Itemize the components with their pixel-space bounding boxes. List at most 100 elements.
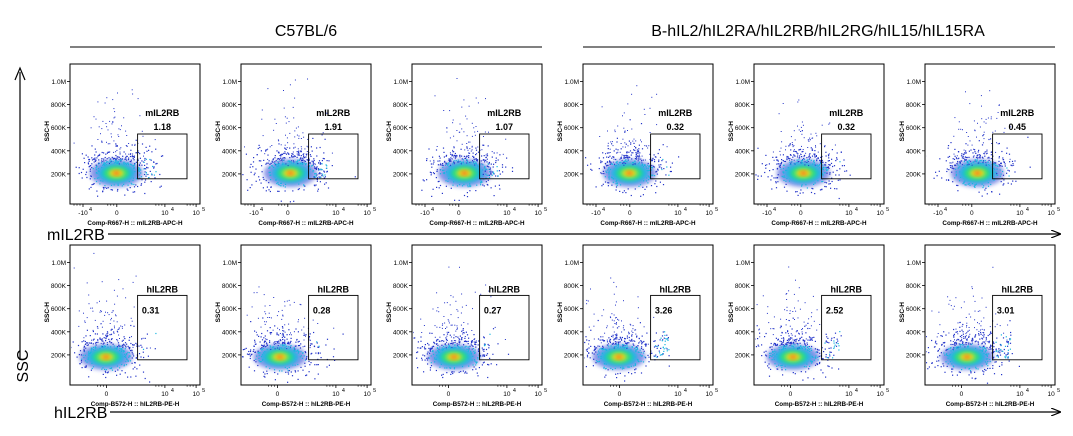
x-tick-label: 10	[332, 210, 340, 217]
x-axis-title: Comp-R667-H :: mIL2RB-APC-H	[942, 220, 1038, 227]
x-tick-label: 10	[705, 391, 713, 398]
event-cloud	[926, 90, 1031, 197]
y-tick-label: 1.0M	[907, 79, 921, 86]
x-tick-label: 10	[876, 391, 884, 398]
x-tick-label: -10	[762, 210, 772, 217]
y-tick-label: 600K	[393, 306, 409, 313]
y-tick-label: 1.0M	[394, 260, 408, 267]
y-tick-label: 1.0M	[736, 79, 750, 86]
y-tick-label: 400K	[906, 148, 922, 155]
x-tick-label: 10	[363, 210, 371, 217]
gate-percentage: 0.31	[142, 306, 160, 316]
x-tick-label: -10	[78, 210, 88, 217]
x-tick-exponent: 4	[944, 207, 947, 213]
gate-box	[650, 133, 701, 180]
x-tick-exponent: 4	[171, 388, 174, 394]
gate-box	[308, 294, 359, 361]
x-tick-exponent: 4	[773, 207, 776, 213]
y-axis-title: SSC-H	[386, 121, 393, 142]
y-tick-label: 1.0M	[565, 260, 579, 267]
event-cloud	[585, 85, 680, 197]
y-axis-title: SSC-H	[386, 302, 393, 323]
gate-percentage: 0.32	[838, 122, 856, 132]
x-tick-label: 0	[115, 210, 119, 217]
x-tick-label: 0	[286, 210, 290, 217]
y-tick-label: 800K	[393, 102, 409, 109]
event-cloud	[413, 266, 510, 379]
y-tick-label: 1.0M	[223, 79, 237, 86]
gate-box	[308, 133, 359, 180]
y-tick-label: 1.0M	[223, 260, 237, 267]
x-tick-label: -10	[249, 210, 259, 217]
y-tick-label: 1.0M	[565, 79, 579, 86]
x-tick-exponent: 5	[202, 388, 205, 394]
gate-label: hIL2RB	[831, 285, 863, 295]
gate-label: mIL2RB	[829, 108, 864, 118]
x-tick-label: -10	[591, 210, 601, 217]
x-tick-exponent: 4	[513, 388, 516, 394]
y-axis-title: SSC-H	[557, 121, 564, 142]
y-tick-label: 600K	[564, 306, 580, 313]
x-tick-label: 10	[161, 391, 169, 398]
x-axis-title: Comp-B572-H :: hIL2RB-PE-H	[433, 401, 522, 408]
y-tick-label: 800K	[222, 283, 238, 290]
y-tick-label: 1.0M	[394, 79, 408, 86]
x-tick-label: -10	[933, 210, 943, 217]
y-tick-label: 800K	[51, 102, 67, 109]
y-tick-label: 200K	[51, 352, 67, 359]
y-tick-label: 600K	[393, 125, 409, 132]
y-tick-label: 400K	[906, 329, 922, 336]
x-axis-title: Comp-B572-H :: hIL2RB-PE-H	[604, 401, 693, 408]
gate-label: hIL2RB	[318, 285, 350, 295]
x-tick-label: 10	[845, 210, 853, 217]
gate-box	[137, 294, 188, 361]
gate-box	[137, 133, 188, 180]
group-label-humanized: B-hIL2/hIL2RA/hIL2RB/hIL2RG/hIL15/hIL15R…	[651, 23, 985, 40]
y-tick-label: 800K	[735, 102, 751, 109]
x-tick-label: 10	[332, 391, 340, 398]
x-tick-label: 10	[1016, 210, 1024, 217]
x-axis-title: Comp-R667-H :: mIL2RB-APC-H	[771, 220, 867, 227]
x-axis-title: Comp-R667-H :: mIL2RB-APC-H	[429, 220, 525, 227]
y-tick-label: 200K	[564, 352, 580, 359]
y-tick-label: 400K	[564, 148, 580, 155]
x-tick-label: 0	[276, 391, 280, 398]
x-tick-label: 0	[789, 391, 793, 398]
gate-label: hIL2RB	[660, 285, 692, 295]
x-tick-exponent: 5	[1057, 207, 1060, 213]
y-tick-label: 200K	[906, 352, 922, 359]
gate-box	[992, 294, 1043, 361]
x-tick-label: 10	[705, 210, 713, 217]
y-axis-title: SSC-H	[899, 302, 906, 323]
y-tick-label: 800K	[906, 102, 922, 109]
gate-label: hIL2RB	[1002, 285, 1034, 295]
y-tick-label: 1.0M	[52, 79, 66, 86]
gate-label: mIL2RB	[145, 108, 180, 118]
x-tick-exponent: 4	[89, 207, 92, 213]
x-tick-label: -10	[420, 210, 430, 217]
gate-label: mIL2RB	[658, 108, 693, 118]
x-tick-exponent: 4	[342, 207, 345, 213]
gate-box	[479, 294, 530, 361]
x-tick-label: 10	[1047, 210, 1055, 217]
y-tick-label: 200K	[735, 352, 751, 359]
y-tick-label: 200K	[393, 171, 409, 178]
x-axis-title: Comp-R667-H :: mIL2RB-APC-H	[600, 220, 696, 227]
y-tick-label: 600K	[51, 125, 67, 132]
group-label-c57bl6: C57BL/6	[275, 23, 337, 40]
y-tick-label: 400K	[51, 148, 67, 155]
x-tick-exponent: 4	[513, 207, 516, 213]
x-axis-title: Comp-B572-H :: hIL2RB-PE-H	[262, 401, 351, 408]
x-tick-label: 10	[503, 210, 511, 217]
x-tick-exponent: 4	[684, 388, 687, 394]
x-tick-exponent: 5	[715, 207, 718, 213]
x-tick-label: 10	[1047, 391, 1055, 398]
